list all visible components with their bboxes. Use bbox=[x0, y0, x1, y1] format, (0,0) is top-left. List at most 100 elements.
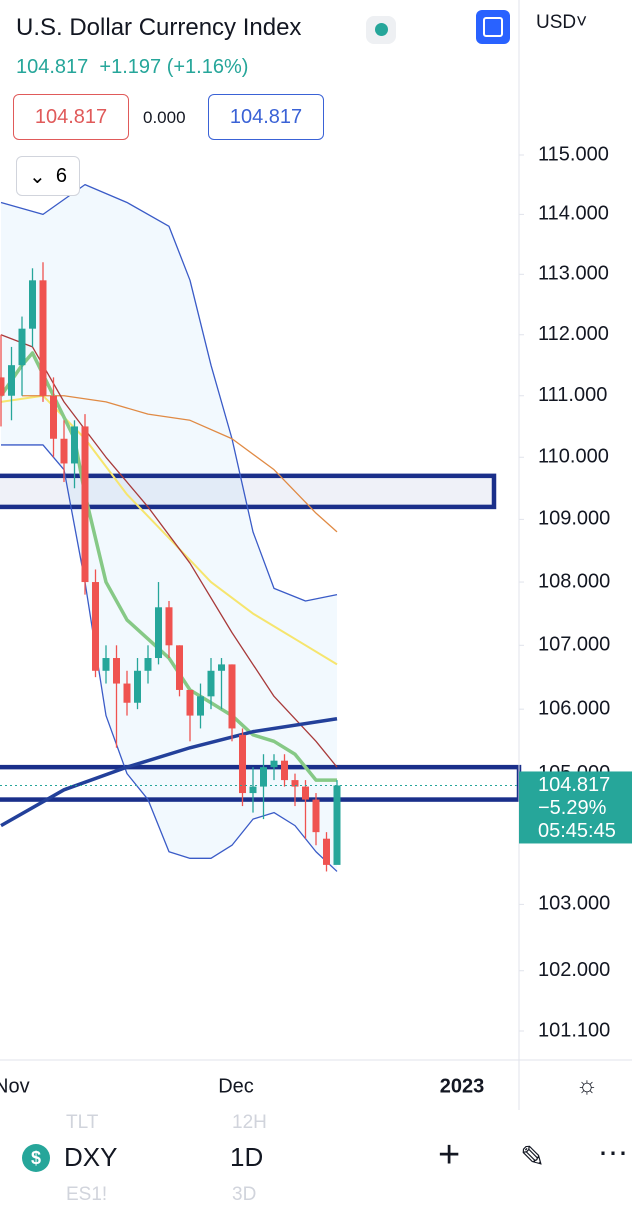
indicator-line bbox=[22, 395, 338, 533]
currency: USD bbox=[536, 12, 577, 33]
y-tick-label: 106.000 bbox=[538, 697, 610, 719]
candle bbox=[239, 728, 246, 807]
candle-body bbox=[71, 426, 78, 464]
price-tag bbox=[519, 771, 632, 844]
candle-body bbox=[39, 280, 47, 396]
fullscreen-button[interactable] bbox=[476, 10, 510, 44]
candle-body bbox=[218, 664, 225, 671]
candle-body bbox=[197, 696, 204, 716]
candle bbox=[123, 670, 131, 716]
candle-body bbox=[228, 664, 236, 729]
candle bbox=[8, 346, 15, 421]
candle bbox=[228, 664, 236, 742]
candle-body bbox=[176, 645, 183, 690]
candle-body bbox=[113, 658, 120, 684]
candle-body bbox=[92, 582, 99, 671]
candle bbox=[39, 262, 47, 402]
chevron: ⌄ bbox=[29, 165, 46, 188]
price-tag-value: 104.817 bbox=[538, 774, 610, 796]
candle-body bbox=[123, 683, 131, 703]
candle-body bbox=[29, 280, 36, 329]
candle-body bbox=[260, 767, 267, 787]
candle bbox=[165, 600, 173, 659]
indicator-line bbox=[0, 717, 338, 828]
chart: 115.000 114.000 113.000 112.000 111.000 110.0… bbox=[0, 0, 632, 1110]
candle bbox=[333, 780, 341, 865]
candle bbox=[186, 689, 194, 742]
y-tick-label: 107.000 bbox=[538, 634, 610, 656]
y-tick-label: 111.000 bbox=[538, 384, 607, 406]
candle bbox=[197, 683, 204, 729]
candle bbox=[312, 793, 320, 846]
candle bbox=[81, 414, 89, 595]
add-button[interactable]: + bbox=[438, 1134, 461, 1176]
candle bbox=[18, 316, 26, 396]
currency-select[interactable]: USD˅ bbox=[536, 12, 598, 34]
status-dot bbox=[375, 23, 388, 36]
candle-body bbox=[281, 760, 288, 781]
draw-button[interactable]: ✎ bbox=[520, 1141, 546, 1174]
y-tick-label: 114.000 bbox=[538, 203, 609, 225]
candle bbox=[113, 645, 120, 748]
price-tag-countdown: 05:45:45 bbox=[538, 820, 616, 842]
faded-symbol: ES1! bbox=[66, 1184, 108, 1205]
candle-body bbox=[134, 670, 141, 703]
candle bbox=[134, 658, 141, 710]
plot bbox=[0, 183, 522, 872]
candle-body bbox=[8, 365, 15, 396]
change: +1.197 (+1.16%) bbox=[99, 56, 249, 78]
candle-body bbox=[144, 658, 152, 671]
candle-body bbox=[60, 438, 68, 464]
candle-body bbox=[186, 689, 194, 716]
symbol-button[interactable]: DXY bbox=[64, 1142, 118, 1172]
candle bbox=[144, 645, 152, 684]
candle-body bbox=[302, 786, 309, 800]
y-tick-label: 103.000 bbox=[538, 893, 610, 915]
candle bbox=[60, 420, 68, 483]
candle bbox=[176, 645, 183, 697]
y-tick-label: 108.000 bbox=[538, 570, 610, 592]
candle bbox=[155, 582, 162, 665]
indicator-line bbox=[1, 444, 338, 872]
candle-body bbox=[239, 734, 246, 794]
price-tag-change: −5.29% bbox=[538, 797, 607, 819]
candle-body bbox=[0, 377, 5, 396]
candle-body bbox=[18, 328, 26, 366]
y-tick-label: 113.000 bbox=[538, 263, 609, 285]
icon bbox=[483, 17, 503, 37]
indicators-toggle[interactable]: ⌄ 6 bbox=[16, 156, 80, 196]
symbol-icon: $ bbox=[22, 1144, 50, 1172]
price: 104.817 bbox=[16, 56, 89, 78]
candle bbox=[281, 754, 288, 787]
interval-button[interactable]: 1D bbox=[230, 1142, 264, 1172]
candle bbox=[291, 773, 299, 807]
candle bbox=[302, 780, 309, 839]
x-tick-label: 2023 bbox=[440, 1075, 485, 1097]
status bbox=[366, 16, 396, 44]
candle-body bbox=[155, 607, 162, 659]
candle-body bbox=[270, 760, 278, 768]
y-tick-label: 112.000 bbox=[538, 323, 609, 345]
spread: 0.000 bbox=[143, 108, 186, 127]
indicators-count: 6 bbox=[55, 164, 67, 187]
candle-body bbox=[207, 670, 215, 697]
settings-button[interactable]: ☼ bbox=[576, 1072, 598, 1099]
candle bbox=[207, 658, 215, 710]
band-fill bbox=[1, 184, 337, 872]
candle-body bbox=[50, 395, 57, 439]
candle bbox=[218, 658, 225, 710]
candle bbox=[50, 377, 57, 458]
candle-body bbox=[333, 785, 341, 865]
y-tick-label: 101.100 bbox=[538, 1019, 610, 1041]
x-tick-label: Dec bbox=[218, 1075, 254, 1097]
y-tick-label: 102.000 bbox=[538, 959, 610, 981]
faded-interval: 3D bbox=[232, 1184, 257, 1205]
buy-button[interactable]: 104.817 bbox=[208, 94, 324, 140]
candle-body bbox=[81, 426, 89, 583]
candle bbox=[71, 420, 78, 489]
sell-button[interactable]: 104.817 bbox=[13, 94, 129, 140]
candle-body bbox=[165, 607, 173, 646]
more-button[interactable]: ⋯ bbox=[598, 1137, 628, 1170]
candle-body bbox=[249, 786, 257, 794]
